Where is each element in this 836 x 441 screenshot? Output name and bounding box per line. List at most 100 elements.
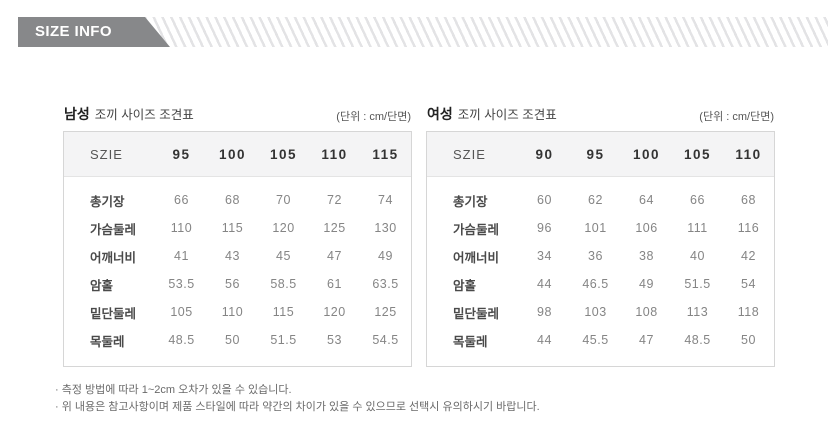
table-row: 밑단둘레 98 103 108 113 118 <box>427 298 774 326</box>
womens-table-header-row: SZIE 90 95 100 105 110 <box>427 132 774 177</box>
row-value: 125 <box>323 221 346 235</box>
size-header-cell: 110 <box>321 146 348 162</box>
row-label: 총기장 <box>90 194 125 209</box>
row-value: 51.5 <box>684 277 711 291</box>
row-value: 110 <box>170 221 193 235</box>
table-row: 밑단둘레 105 110 115 120 125 <box>64 298 411 326</box>
row-value: 96 <box>537 221 552 235</box>
row-label: 암홀 <box>453 278 477 293</box>
table-row: 가슴둘레 110 115 120 125 130 <box>64 214 411 242</box>
row-value: 120 <box>272 221 295 235</box>
row-label: 목둘레 <box>453 334 488 349</box>
size-column-header: SZIE <box>90 146 123 162</box>
row-value: 111 <box>687 221 708 235</box>
table-row: 가슴둘레 96 101 106 111 116 <box>427 214 774 242</box>
row-value: 48.5 <box>684 333 711 347</box>
row-value: 63.5 <box>372 277 399 291</box>
row-value: 44 <box>537 277 552 291</box>
womens-title-text: 조끼 사이즈 조견표 <box>457 108 557 122</box>
row-value: 61 <box>327 277 342 291</box>
size-header-cell: 95 <box>586 146 605 162</box>
mens-unit-label: (단위 : cm/단면) <box>336 111 411 123</box>
row-value: 47 <box>327 249 342 263</box>
row-value: 98 <box>537 305 552 319</box>
row-value: 66 <box>690 193 705 207</box>
row-value: 103 <box>584 305 607 319</box>
mens-title-text: 조끼 사이즈 조견표 <box>94 108 194 122</box>
row-value: 68 <box>225 193 240 207</box>
womens-section-title: 여성 조끼 사이즈 조견표 <box>427 104 557 124</box>
size-header-cell: 105 <box>269 146 298 162</box>
row-label: 어깨너비 <box>90 250 137 265</box>
mens-size-section: 남성 조끼 사이즈 조견표 (단위 : cm/단면) SZIE 95 100 10… <box>63 104 412 367</box>
row-value: 74 <box>378 193 393 207</box>
womens-size-section: 여성 조끼 사이즈 조견표 (단위 : cm/단면) SZIE 90 95 100… <box>426 104 775 367</box>
table-row: 암홀 44 46.5 49 51.5 54 <box>427 270 774 298</box>
row-value: 34 <box>537 249 552 263</box>
womens-size-table: SZIE 90 95 100 105 110 총기장 60 62 64 66 6… <box>426 131 775 367</box>
row-value: 68 <box>741 193 756 207</box>
row-value: 101 <box>584 221 607 235</box>
womens-gender-label: 여성 <box>427 106 453 122</box>
row-value: 49 <box>639 277 654 291</box>
size-header-cell: 90 <box>535 146 554 162</box>
size-header-cell: 100 <box>218 146 247 162</box>
row-value: 116 <box>737 221 760 235</box>
row-value: 70 <box>276 193 291 207</box>
row-value: 40 <box>690 249 705 263</box>
size-header-cell: 95 <box>172 146 191 162</box>
row-value: 115 <box>272 305 295 319</box>
row-value: 48.5 <box>168 333 195 347</box>
table-row: 암홀 53.5 56 58.5 61 63.5 <box>64 270 411 298</box>
row-label: 총기장 <box>453 194 488 209</box>
size-tables-container: 남성 조끼 사이즈 조견표 (단위 : cm/단면) SZIE 95 100 10… <box>63 104 775 367</box>
footnotes: · 측정 방법에 따라 1~2cm 오차가 있을 수 있습니다. · 위 내용은… <box>55 382 540 416</box>
diagonal-stripes-decoration <box>116 17 828 47</box>
row-value: 43 <box>225 249 240 263</box>
table-row: 목둘레 44 45.5 47 48.5 50 <box>427 326 774 354</box>
size-header-cell: 100 <box>632 146 661 162</box>
mens-gender-label: 남성 <box>64 106 90 122</box>
row-label: 가슴둘레 <box>453 222 500 237</box>
row-value: 60 <box>537 193 552 207</box>
table-row: 어깨너비 34 36 38 40 42 <box>427 242 774 270</box>
row-value: 44 <box>537 333 552 347</box>
row-label: 목둘레 <box>90 334 125 349</box>
row-value: 120 <box>323 305 346 319</box>
row-value: 54.5 <box>372 333 399 347</box>
section-title-banner: SIZE INFO <box>18 17 170 47</box>
mens-table-header-row: SZIE 95 100 105 110 115 <box>64 132 411 177</box>
womens-unit-label: (단위 : cm/단면) <box>699 111 774 123</box>
row-value: 64 <box>639 193 654 207</box>
row-value: 72 <box>327 193 342 207</box>
size-column-header: SZIE <box>453 146 486 162</box>
mens-size-table: SZIE 95 100 105 110 115 총기장 66 68 70 72 … <box>63 131 412 367</box>
row-value: 113 <box>686 305 709 319</box>
row-value: 46.5 <box>582 277 609 291</box>
footnote-line: · 위 내용은 참고사항이며 제품 스타일에 따라 약간의 차이가 있을 수 있… <box>55 401 540 413</box>
mens-section-title: 남성 조끼 사이즈 조견표 <box>64 104 194 124</box>
table-row: 총기장 66 68 70 72 74 <box>64 186 411 214</box>
womens-section-header: 여성 조끼 사이즈 조견표 (단위 : cm/단면) <box>426 104 775 131</box>
footnote-line: · 측정 방법에 따라 1~2cm 오차가 있을 수 있습니다. <box>55 384 292 396</box>
row-label: 가슴둘레 <box>90 222 137 237</box>
row-label: 밑단둘레 <box>90 306 137 321</box>
row-value: 108 <box>635 305 658 319</box>
row-value: 110 <box>221 305 244 319</box>
row-value: 38 <box>639 249 654 263</box>
row-value: 66 <box>174 193 189 207</box>
row-value: 45 <box>276 249 291 263</box>
table-row: 총기장 60 62 64 66 68 <box>427 186 774 214</box>
row-value: 50 <box>741 333 756 347</box>
row-value: 62 <box>588 193 603 207</box>
row-label: 밑단둘레 <box>453 306 500 321</box>
row-value: 54 <box>741 277 756 291</box>
row-value: 42 <box>741 249 756 263</box>
row-value: 47 <box>639 333 654 347</box>
row-value: 106 <box>635 221 658 235</box>
row-value: 130 <box>374 221 397 235</box>
womens-table-body: 총기장 60 62 64 66 68 가슴둘레 96 101 106 111 1… <box>427 177 774 366</box>
row-label: 어깨너비 <box>453 250 500 265</box>
row-value: 115 <box>221 221 244 235</box>
size-header-cell: 115 <box>372 146 399 162</box>
